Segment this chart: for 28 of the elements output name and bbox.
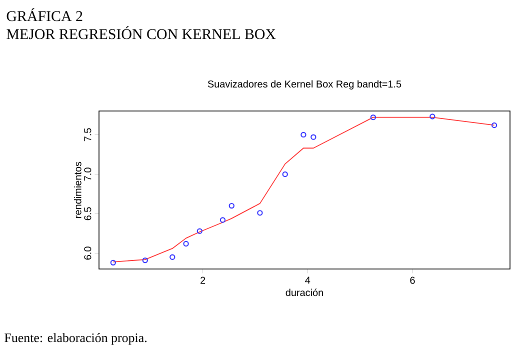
y-tick-label: 6.0 xyxy=(84,246,92,260)
source-note: Fuente: elaboración propia. xyxy=(4,333,147,345)
point xyxy=(370,114,376,120)
point xyxy=(196,228,203,234)
point xyxy=(228,202,234,209)
point xyxy=(430,114,436,120)
text: MEJOR REGRESIÓN CON KERNEL BOX xyxy=(6,26,276,40)
point xyxy=(110,260,116,266)
y-tick-label: 7.0 xyxy=(84,168,92,181)
y-tick-label: 7.5 xyxy=(84,128,92,142)
x-tick-label: 4 xyxy=(305,276,310,284)
text: GRÁFICA 2 xyxy=(6,8,82,22)
point xyxy=(257,210,263,216)
point xyxy=(491,122,498,128)
line-series xyxy=(112,116,495,262)
y-tick-label: 6.5 xyxy=(84,207,92,220)
point xyxy=(282,171,288,178)
point xyxy=(310,134,316,140)
x-tick-label: 2 xyxy=(200,276,206,284)
point xyxy=(300,132,306,138)
point xyxy=(142,257,148,264)
point xyxy=(183,240,189,247)
point xyxy=(170,254,176,260)
chart-title: Suavizadores de Kernel Box Reg bandt=1.5 xyxy=(208,80,402,90)
x-tick-label: 6 xyxy=(410,276,415,284)
y-axis-title: rendimientos xyxy=(74,162,82,218)
point xyxy=(220,217,226,223)
x-axis-title: duración xyxy=(286,288,323,296)
